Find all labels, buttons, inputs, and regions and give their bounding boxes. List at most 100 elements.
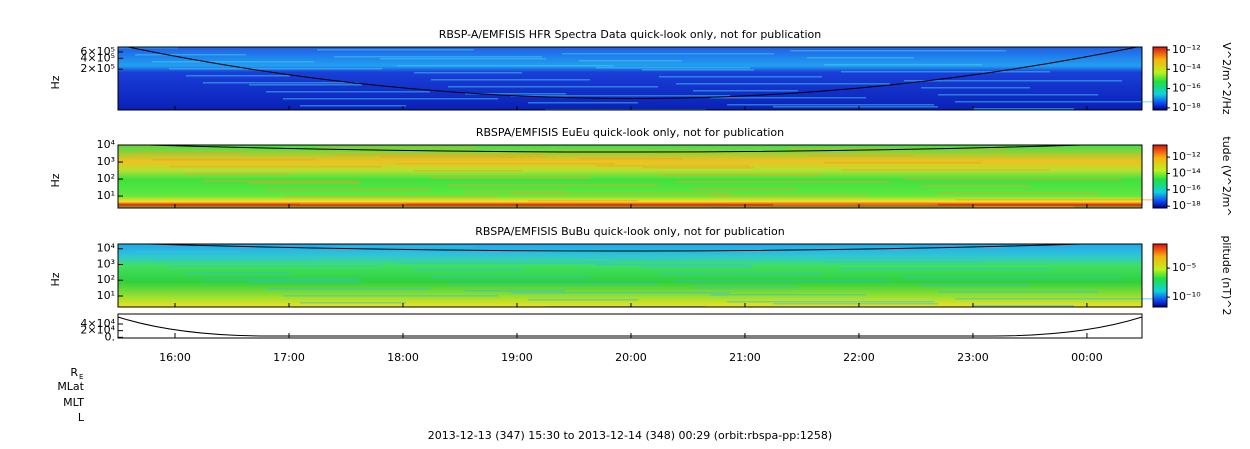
y-tick-label: 10¹ — [97, 289, 115, 302]
texture — [283, 295, 498, 297]
texture — [465, 290, 566, 292]
colorbar-tick-label: 10⁻¹⁶ — [1172, 82, 1201, 95]
texture — [152, 258, 314, 260]
texture — [283, 196, 498, 198]
colorbar-tick-label: 10⁻¹⁰ — [1172, 290, 1201, 303]
y-tick-label: 10³ — [97, 257, 115, 270]
texture — [938, 192, 1098, 194]
texture — [448, 283, 658, 285]
frame — [117, 46, 1143, 111]
texture — [676, 181, 890, 183]
row-label: L — [78, 411, 85, 424]
y-tick-label: 4×10⁴ — [80, 317, 115, 330]
texture — [807, 254, 914, 256]
row-label: MLT — [63, 396, 84, 409]
footer: 2013-12-13 (347) 15:30 to 2013-12-14 (34… — [428, 429, 832, 442]
texture — [511, 95, 730, 97]
texture — [334, 253, 542, 255]
texture — [152, 61, 314, 63]
texture — [186, 75, 290, 77]
texture — [249, 84, 362, 86]
texture — [596, 165, 750, 167]
x-tick-label: 19:00 — [501, 351, 533, 364]
curve — [127, 46, 1138, 99]
frame — [117, 243, 1143, 308]
texture — [841, 71, 1050, 73]
texture — [773, 106, 938, 108]
texture — [169, 166, 382, 168]
texture — [676, 280, 890, 282]
texture — [921, 284, 1030, 286]
texture — [824, 162, 982, 164]
texture — [135, 152, 246, 154]
texture — [511, 292, 730, 294]
row-label: R — [70, 366, 78, 379]
texture — [972, 206, 1074, 208]
texture — [693, 188, 798, 190]
colorbar — [1152, 243, 1168, 308]
spectrogram — [118, 145, 1142, 208]
texture — [579, 257, 682, 259]
texture — [465, 93, 566, 95]
colorbar-tick-label: 10⁻¹² — [1172, 43, 1201, 56]
texture — [921, 87, 1030, 89]
y-axis-label: Hz — [49, 173, 62, 187]
texture — [955, 101, 1166, 103]
x-tick-label: 20:00 — [615, 351, 647, 364]
texture — [807, 57, 914, 59]
texture — [790, 148, 1006, 150]
texture — [693, 90, 798, 92]
texture — [921, 185, 1030, 187]
texture — [642, 167, 754, 169]
texture — [659, 76, 822, 78]
texture — [528, 200, 638, 202]
colorbar-label: plitude (nT)^2 — [1220, 235, 1233, 315]
texture — [152, 159, 314, 161]
texture — [972, 108, 1074, 110]
texture — [203, 82, 358, 84]
texture — [380, 156, 546, 158]
panel-title: RBSP-A/EMFISIS HFR Spectra Data quick-lo… — [439, 28, 822, 41]
texture — [904, 80, 1122, 82]
spectrogram — [118, 47, 1142, 110]
texture — [266, 189, 430, 191]
x-tick-label: 18:00 — [387, 351, 419, 364]
colorbar — [1152, 46, 1168, 111]
colorbar-label: V^2/m^2/Hz — [1220, 42, 1233, 114]
texture — [266, 91, 430, 93]
texture — [249, 182, 362, 184]
curve — [147, 243, 1083, 252]
texture — [596, 264, 750, 266]
texture — [904, 178, 1122, 180]
texture — [824, 64, 982, 66]
y-tick-label: 2×10⁵ — [80, 62, 115, 75]
y-tick-label: 6×10⁵ — [80, 45, 115, 58]
x-tick-label: 21:00 — [729, 351, 761, 364]
texture — [676, 83, 890, 85]
colorbar — [1152, 144, 1168, 209]
texture — [397, 262, 614, 264]
texture — [414, 170, 522, 172]
texture — [203, 180, 358, 182]
texture — [431, 177, 590, 179]
texture — [448, 86, 658, 88]
y-tick-label: 0. — [105, 330, 116, 343]
texture — [528, 102, 638, 104]
texture — [334, 56, 542, 58]
texture — [380, 58, 546, 60]
texture — [955, 298, 1166, 300]
texture — [596, 67, 750, 69]
texture — [955, 199, 1166, 201]
y-axis-label: Hz — [49, 272, 62, 286]
y-tick-label: 10⁴ — [97, 242, 116, 255]
colorbar-tick-label: 10⁻¹² — [1172, 150, 1201, 163]
texture — [414, 72, 522, 74]
texture — [579, 158, 682, 160]
texture — [431, 79, 590, 81]
colorbar-label: tude (V^2/m^ — [1220, 136, 1233, 216]
texture — [727, 301, 934, 303]
y-tick-label: 2×10⁴ — [80, 324, 115, 337]
texture — [135, 54, 246, 56]
panel-title: RBSPA/EMFISIS EuEu quick-look only, not … — [476, 126, 784, 139]
